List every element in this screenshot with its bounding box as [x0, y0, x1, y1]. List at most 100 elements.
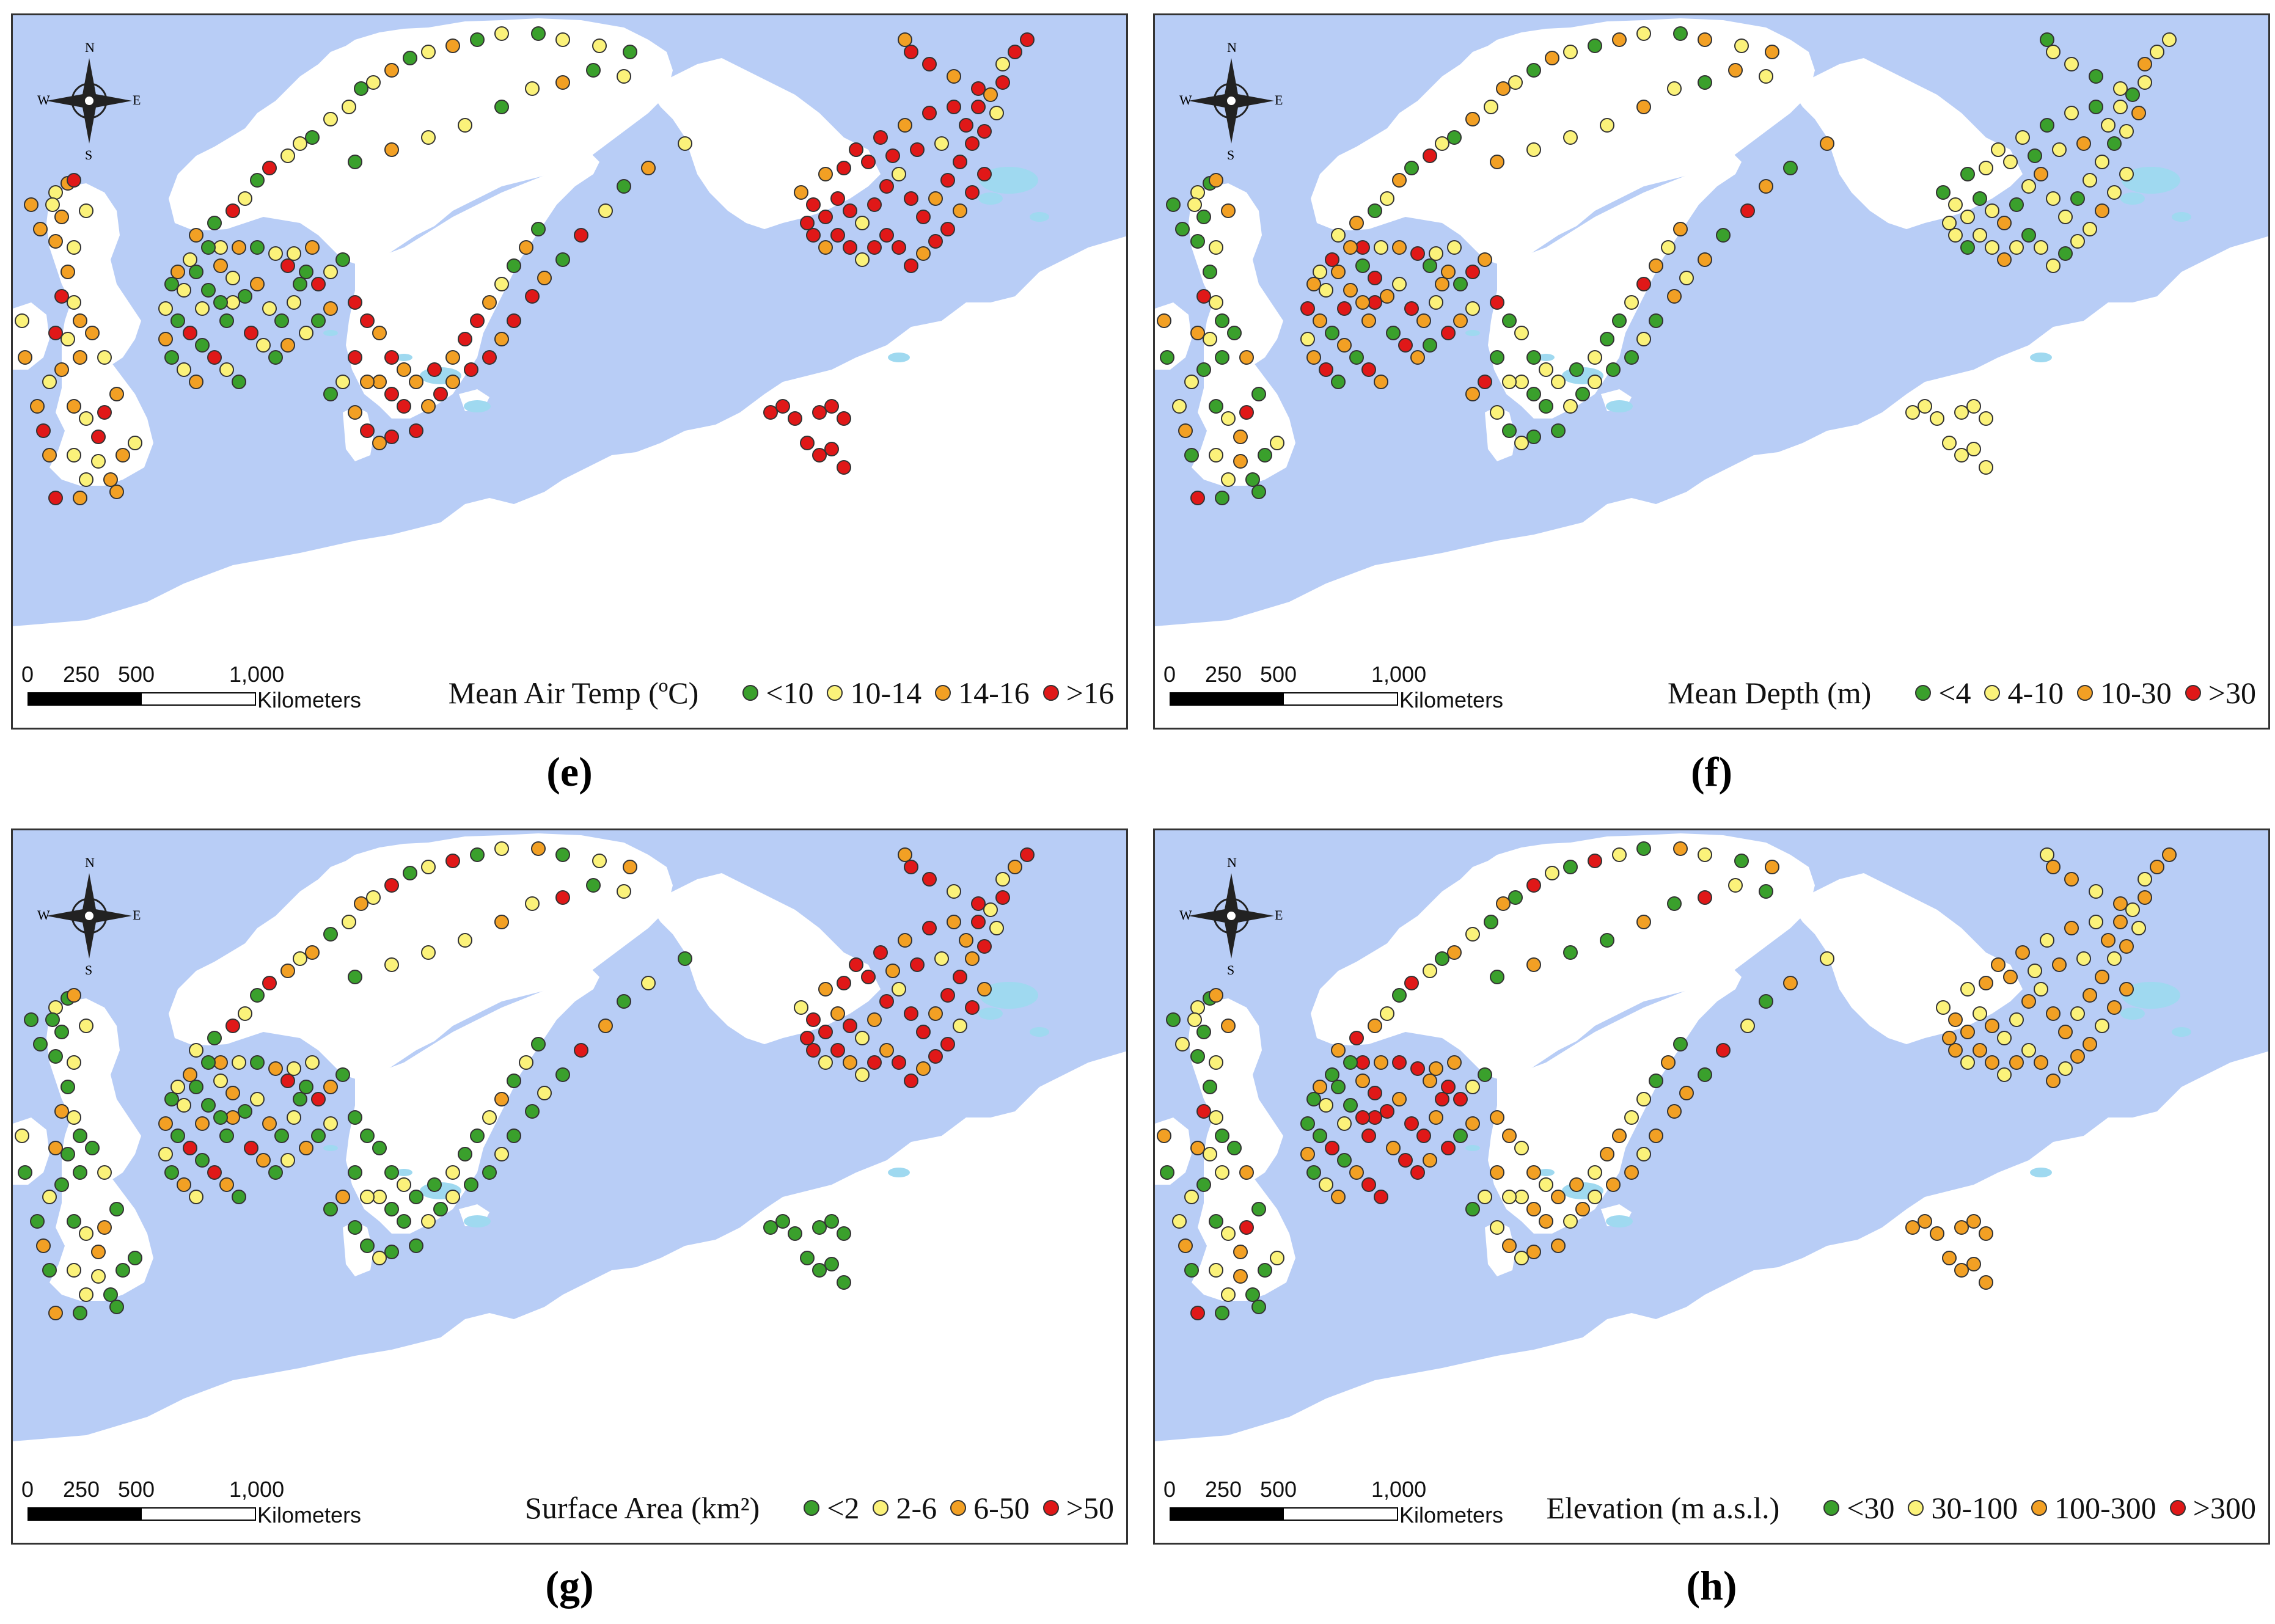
lake-feature — [395, 354, 412, 361]
lake-point — [170, 313, 185, 328]
lake-point — [2107, 185, 2122, 200]
lake-point — [2083, 1037, 2097, 1052]
lake-point — [1196, 362, 1211, 377]
legend-label: 30-100 — [1931, 1491, 2018, 1525]
lake-point — [775, 1214, 790, 1229]
lake-point — [1948, 197, 1963, 212]
legend-swatch — [1908, 1500, 1924, 1516]
lake-point — [1184, 1263, 1199, 1278]
lake-point — [244, 326, 258, 340]
lake-point — [1157, 313, 1171, 328]
lake-point — [158, 1116, 173, 1131]
compass-n-label: N — [85, 40, 95, 55]
lake-point — [1435, 277, 1449, 291]
lake-point — [555, 847, 570, 862]
compass-s-label: S — [85, 147, 93, 163]
legend-swatch — [1823, 1500, 1840, 1516]
land-denmark — [343, 406, 373, 461]
lake-point — [898, 32, 912, 47]
lake-point — [384, 878, 399, 893]
compass-e-label: E — [1275, 907, 1283, 923]
lake-feature — [1537, 354, 1555, 361]
lake-point — [2113, 100, 2128, 114]
lake-point — [1502, 1238, 1517, 1253]
lake-point — [2052, 142, 2067, 157]
scale-segment — [142, 693, 255, 704]
lake-point — [617, 179, 631, 194]
lake-point — [73, 491, 87, 505]
lake-point — [1441, 265, 1456, 279]
lake-point — [195, 338, 210, 353]
lake-point — [1300, 1147, 1315, 1161]
lake-point — [940, 173, 955, 188]
lake-point — [1221, 1019, 1236, 1033]
lake-point — [1331, 375, 1346, 389]
lake-point — [323, 301, 338, 316]
lake-point — [1227, 1141, 1242, 1155]
lake-point — [843, 1019, 857, 1033]
legend-swatch — [873, 1500, 889, 1516]
lake-point — [812, 448, 827, 463]
lake-point — [421, 1214, 436, 1229]
lake-point — [225, 203, 240, 218]
lake-point — [1588, 1190, 1602, 1204]
lake-point — [494, 915, 509, 929]
lake-feature — [2120, 1008, 2145, 1020]
lake-point — [1374, 1190, 1388, 1204]
lake-point — [1196, 289, 1211, 304]
lake-point — [1160, 1165, 1174, 1180]
lake-point — [287, 1110, 301, 1125]
lake-point — [397, 362, 411, 377]
lake-point — [934, 951, 949, 966]
lake-point — [1765, 45, 1779, 59]
lake-point — [45, 1012, 60, 1027]
lake-point — [1251, 1202, 1266, 1216]
lake-point — [1966, 399, 1981, 414]
lake-feature — [888, 1168, 910, 1177]
scale-tick-labels: 0 250 500 1,000 — [1163, 662, 1506, 689]
lake-point — [409, 1238, 423, 1253]
lake-point — [1270, 436, 1284, 450]
lake-point — [1997, 1067, 2012, 1082]
lake-point — [525, 289, 540, 304]
lake-point — [1698, 75, 1712, 90]
lake-point — [1698, 847, 1712, 862]
lake-point — [1698, 1067, 1712, 1082]
lake-point — [1239, 1165, 1254, 1180]
lake-point — [1190, 326, 1205, 340]
lake-feature — [978, 192, 1003, 205]
legend-item: >50 — [1042, 1490, 1114, 1526]
lake-point — [1514, 1190, 1529, 1204]
lake-point — [1954, 1263, 1969, 1278]
lake-point — [15, 1128, 29, 1143]
lake-point — [1251, 485, 1266, 499]
lake-points — [15, 26, 1035, 505]
lake-point — [1380, 1104, 1394, 1119]
lake-point — [54, 1025, 69, 1039]
lake-point — [1196, 1025, 1211, 1039]
scale-unit-label: Kilometers — [1399, 687, 1504, 712]
lake-point — [494, 332, 509, 346]
lake-point — [1429, 246, 1443, 261]
lake-point — [947, 100, 961, 114]
compass-rose-svg — [46, 58, 132, 144]
lake-point — [1319, 1098, 1333, 1113]
lake-point — [1563, 45, 1578, 59]
lake-point — [1245, 1287, 1260, 1302]
lake-point — [2052, 957, 2067, 972]
lake-point — [531, 222, 546, 236]
legend-title: Mean Air Temp (ºC) — [448, 676, 699, 710]
legend-item: 2-6 — [873, 1490, 937, 1526]
lake-point — [1514, 1141, 1529, 1155]
lake-point — [213, 258, 228, 273]
lake-point — [244, 1141, 258, 1155]
lake-point — [1209, 399, 1223, 414]
lake-point — [525, 1104, 540, 1119]
lake-point — [91, 1269, 106, 1284]
lake-point — [983, 902, 998, 917]
legend-title: Mean Depth (m) — [1668, 676, 1872, 710]
lake-point — [1960, 240, 1975, 255]
lake-point — [830, 191, 845, 206]
lake-point — [238, 1006, 252, 1021]
lake-point — [678, 136, 692, 151]
